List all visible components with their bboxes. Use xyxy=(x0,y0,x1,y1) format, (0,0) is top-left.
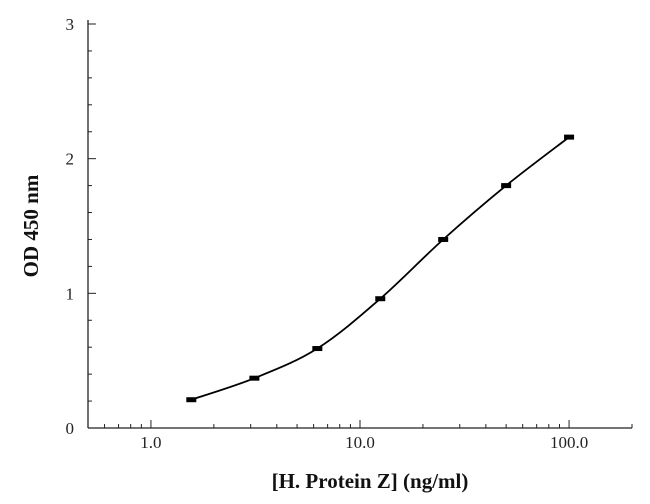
data-point xyxy=(249,375,260,381)
y-ticks: 0 1 2 3 xyxy=(66,15,96,438)
y-tick-label: 1 xyxy=(66,284,75,303)
x-tick-label: 100.0 xyxy=(550,433,588,452)
y-axis-title: OD 450 nm xyxy=(19,174,43,277)
data-point xyxy=(564,134,575,140)
data-points xyxy=(186,134,575,403)
y-tick-label: 0 xyxy=(66,419,75,438)
data-point xyxy=(186,397,197,403)
data-point xyxy=(438,236,449,242)
data-point xyxy=(375,296,386,302)
x-ticks: 1.0 10.0 100.0 xyxy=(87,420,633,452)
x-tick-label: 1.0 xyxy=(140,433,161,452)
data-point xyxy=(501,183,512,189)
y-tick-label: 3 xyxy=(66,15,75,34)
x-axis-title: [H. Protein Z] (ng/ml) xyxy=(272,469,469,493)
x-tick-label: 10.0 xyxy=(345,433,375,452)
data-point xyxy=(312,346,323,352)
series-line xyxy=(191,136,570,401)
y-tick-label: 2 xyxy=(66,150,75,169)
axes xyxy=(87,20,632,429)
